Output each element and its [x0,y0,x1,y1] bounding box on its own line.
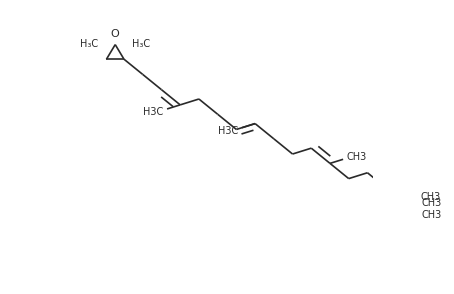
Text: H3C: H3C [143,107,163,117]
Text: CH3: CH3 [421,198,442,208]
Text: H3C: H3C [218,126,238,136]
Text: H₃C: H₃C [80,39,98,49]
Text: CH3: CH3 [346,152,366,162]
Text: O: O [111,29,119,39]
Text: H₃C: H₃C [132,39,150,49]
Text: CH3: CH3 [421,210,442,220]
Text: CH3: CH3 [421,192,441,202]
